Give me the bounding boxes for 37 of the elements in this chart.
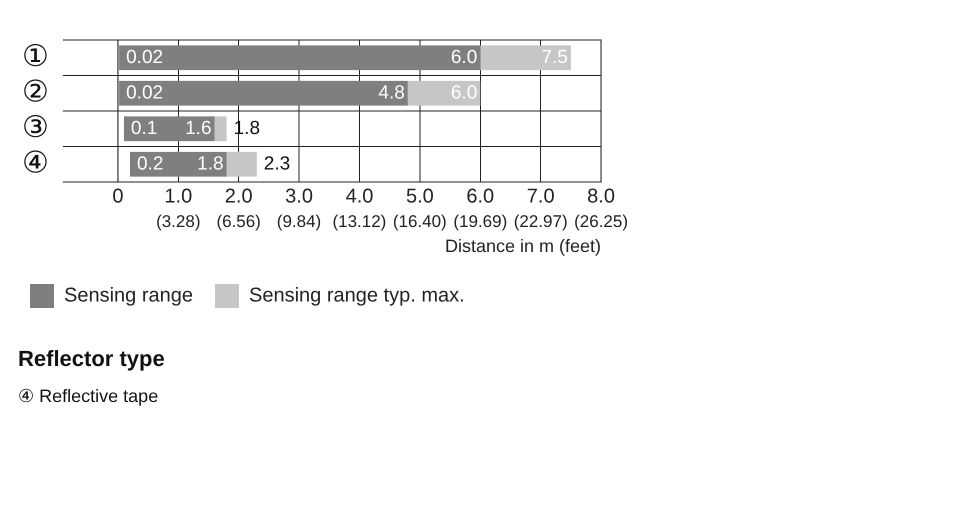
text: ④ Reflective tape [18, 386, 160, 407]
x-tick-label: 1.0 [164, 186, 192, 208]
annotation: 1.8 [197, 153, 224, 174]
x-tick-label: 8.0 [587, 186, 615, 208]
annotation: 2.3 [264, 153, 290, 174]
x-tick-label: 5.0 [406, 186, 434, 208]
x2-tick-label: (16.40) [392, 212, 447, 231]
annotation: 1.6 [185, 118, 212, 139]
x-tick-label: 3.0 [285, 186, 313, 208]
x2-tick-label: (13.12) [332, 212, 386, 231]
y-tick-label: ② [22, 76, 49, 109]
annotation: 7.5 [541, 46, 568, 68]
text: Reflector type [18, 346, 166, 372]
legend-label: Sensing range [64, 284, 193, 307]
annotation: 6.0 [450, 46, 478, 68]
x2-tick-label: (19.69) [453, 212, 508, 231]
x2-tick-label: (3.28) [156, 212, 200, 231]
x2-tick-label: (22.97) [514, 212, 568, 231]
x-tick-label: 2.0 [224, 186, 253, 208]
annotation: 0.2 [136, 153, 164, 174]
annotation: 0.02 [126, 82, 164, 104]
x2-tick-label: (6.56) [216, 212, 261, 231]
x-tick-label: 0 [112, 186, 124, 208]
x2-tick-label: (26.25) [574, 212, 628, 231]
x-tick-label: 7.0 [526, 186, 555, 208]
annotation: 0.02 [126, 46, 164, 68]
y-tick-label: ① [22, 40, 49, 74]
y-tick-label: ③ [22, 111, 49, 144]
legend-label: Sensing range typ. max. [248, 284, 465, 307]
x-axis-title: Distance in m (feet) [445, 236, 602, 256]
y-tick-label: ④ [22, 146, 49, 180]
annotation: 0.1 [130, 118, 158, 139]
annotation: 4.8 [378, 82, 405, 104]
x2-tick-label: (9.84) [276, 212, 322, 231]
x-tick-label: 6.0 [466, 186, 494, 208]
x-tick-label: 4.0 [346, 186, 374, 208]
annotation: 6.0 [450, 82, 478, 104]
